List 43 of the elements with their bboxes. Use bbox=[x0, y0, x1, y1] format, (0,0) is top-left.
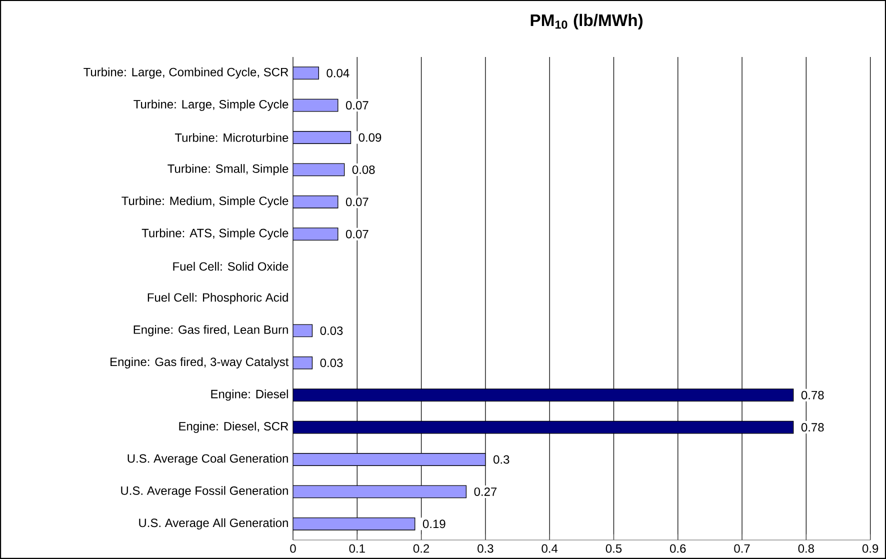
y-tick-label: Engine: Diesel bbox=[211, 389, 288, 401]
y-tick-label: Engine: Gas fired, Lean Burn bbox=[134, 325, 288, 336]
data-label: 0.09 bbox=[358, 133, 382, 142]
y-tick-label: Engine: Gas fired, 3-way Catalyst bbox=[110, 357, 289, 368]
bar bbox=[293, 324, 313, 338]
bar bbox=[293, 195, 338, 208]
data-label: 0.03 bbox=[320, 326, 343, 335]
data-label: 0.19 bbox=[422, 520, 446, 528]
y-tick-label: Turbine: Small, Simple bbox=[168, 164, 288, 176]
x-tick-label: 0.5 bbox=[606, 544, 622, 553]
y-tick-label: Fuel Cell: Solid Oxide bbox=[173, 262, 288, 271]
x-tick-label: 0.8 bbox=[798, 544, 814, 553]
data-label: 0.78 bbox=[801, 390, 824, 400]
bar bbox=[293, 356, 313, 370]
y-tick-label: Turbine: Large, Simple Cycle bbox=[134, 100, 288, 111]
data-label: 0.04 bbox=[326, 68, 350, 78]
x-tick-label: 0.7 bbox=[734, 544, 750, 553]
x-tick-label: 0.3 bbox=[478, 544, 494, 553]
data-label: 0.03 bbox=[320, 358, 343, 368]
data-label: 0.78 bbox=[801, 423, 824, 432]
y-tick-label: U.S. Average Coal Generation bbox=[128, 454, 288, 466]
data-label: 0.07 bbox=[346, 101, 368, 110]
y-tick-label: U.S. Average All Generation bbox=[139, 518, 288, 530]
x-tick-label: 0.9 bbox=[862, 544, 878, 553]
data-label: 0.08 bbox=[352, 165, 375, 174]
bar bbox=[293, 228, 338, 241]
y-tick-label: Turbine: Microturbine bbox=[174, 133, 288, 142]
y-tick-label: Engine: Diesel, SCR bbox=[179, 422, 288, 433]
data-label: 0.27 bbox=[474, 487, 497, 496]
x-tick-label: 0 bbox=[290, 544, 296, 553]
y-tick-label: Turbine: ATS, Simple Cycle bbox=[142, 228, 288, 240]
y-tick-label: U.S. Average Fossil Generation bbox=[121, 486, 288, 498]
chart-title: PM$_{10}$ (lb/MWh) bbox=[530, 14, 643, 30]
x-tick-label: 0.1 bbox=[349, 544, 365, 553]
data-label: 0.07 bbox=[346, 198, 368, 206]
y-tick-label: Turbine: Medium, Simple Cycle bbox=[122, 196, 288, 208]
x-tick-label: 0.2 bbox=[413, 544, 430, 553]
data-label: 0.3 bbox=[494, 455, 510, 464]
x-tick-label: 0.4 bbox=[542, 544, 558, 553]
data-label: 0.07 bbox=[346, 230, 368, 238]
x-tick-label: 0.6 bbox=[670, 544, 686, 553]
y-tick-label: Fuel Cell: Phosphoric Acid bbox=[148, 292, 288, 304]
y-tick-label: Turbine: Large, Combined Cycle, SCR bbox=[84, 68, 288, 79]
